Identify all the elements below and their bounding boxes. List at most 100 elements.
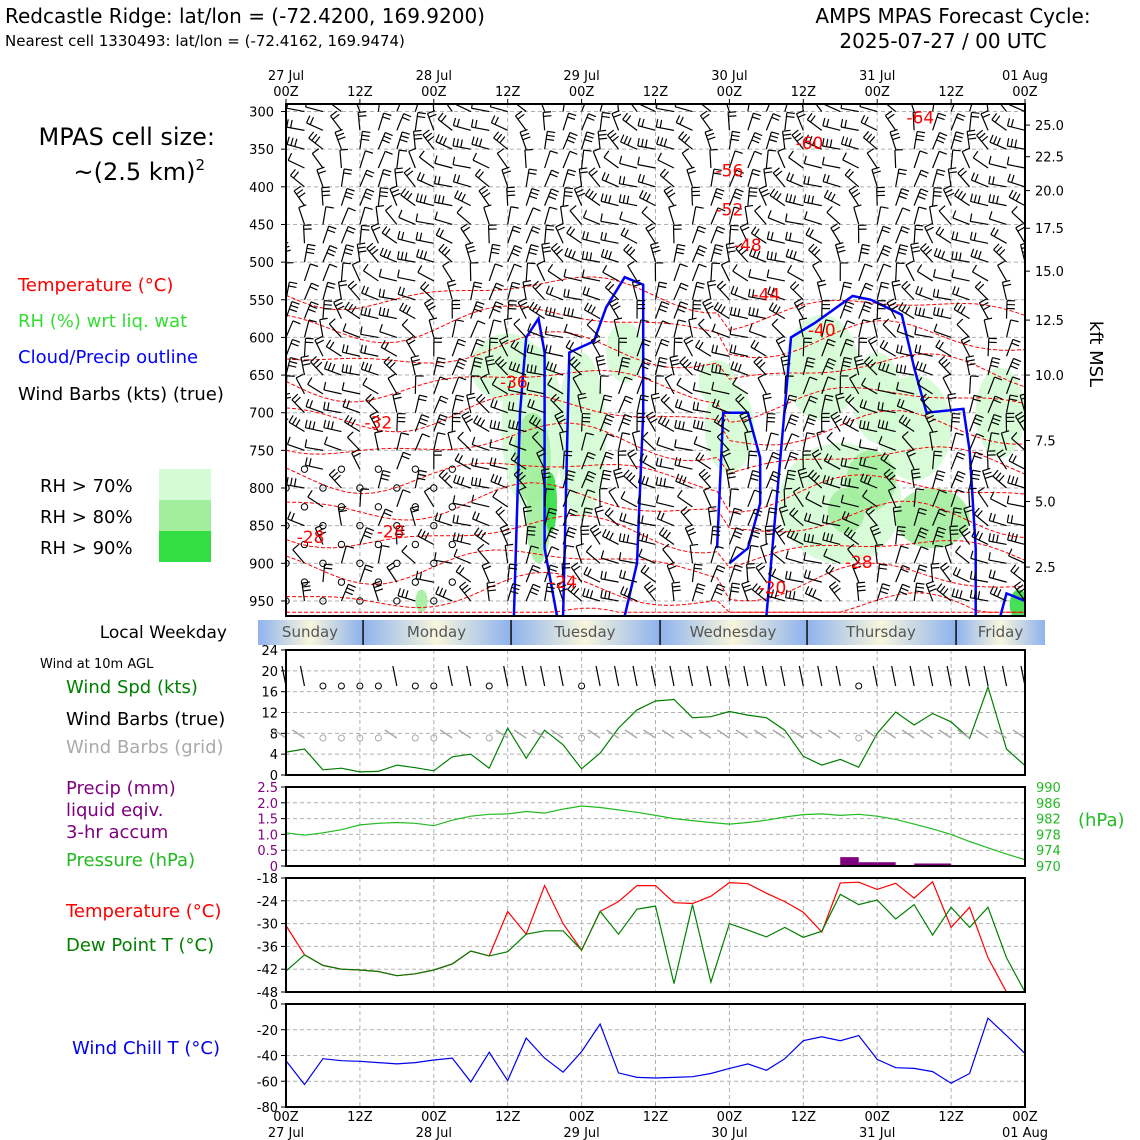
barb-flag: [917, 130, 926, 134]
barb-flag: [345, 191, 354, 196]
barb-flag: [804, 585, 810, 594]
barb-flag: [900, 399, 905, 408]
barb-flag: [328, 248, 336, 253]
barb-flag: [1010, 476, 1015, 485]
barb-flag: [452, 532, 456, 541]
barb-staff: [379, 276, 397, 282]
barb-staff: [526, 351, 545, 357]
barb-flag: [908, 92, 916, 95]
barb-staff: [638, 104, 656, 113]
barb-flag: [437, 112, 444, 120]
barb-staff: [971, 179, 989, 188]
barb-flag: [419, 232, 423, 241]
barb-staff: [595, 357, 601, 376]
temperature-contour: [286, 571, 1025, 613]
barb-staff: [601, 557, 619, 564]
barb-flag: [277, 194, 280, 201]
barb-flag: [361, 228, 370, 231]
barb-staff: [933, 314, 952, 320]
barb-flag: [529, 301, 535, 310]
barb-flag: [329, 341, 335, 349]
barb-flag: [991, 113, 998, 121]
barb-staff: [585, 194, 601, 207]
barb-flag: [542, 246, 551, 249]
barb-flag: [296, 189, 304, 195]
barb-staff: [564, 331, 582, 338]
barb-flag: [729, 326, 733, 335]
barb-staff: [728, 546, 737, 564]
barb-flag: [494, 286, 503, 291]
barb-flag: [933, 195, 942, 197]
bottom-date-label: 01 Aug: [1002, 1126, 1048, 1140]
barb-flag: [568, 249, 573, 258]
barb-staff: [686, 169, 694, 188]
barb-flag: [361, 488, 370, 490]
barb-staff: [974, 286, 989, 301]
barb-staff: [772, 172, 786, 188]
barb-flag: [988, 533, 991, 542]
barb-flag: [414, 137, 423, 140]
barb-flag: [382, 469, 391, 474]
barb-flag: [590, 170, 598, 177]
barb-flag: [1015, 223, 1023, 229]
barb-staff: [417, 535, 435, 546]
barb-flag: [948, 396, 957, 400]
barb-flag: [400, 432, 410, 436]
barb-staff: [545, 351, 564, 357]
barb-flag: [586, 474, 595, 479]
barb-flag: [569, 131, 578, 137]
barb-flag: [611, 135, 620, 142]
barb-flag: [493, 458, 497, 467]
barb-staff: [303, 338, 307, 357]
barb-flag: [891, 279, 900, 283]
barb-flag: [785, 248, 790, 257]
barb-flag: [890, 305, 899, 311]
barb-staff: [797, 470, 804, 489]
barb-flag: [289, 281, 298, 285]
barb-staff: [988, 559, 1007, 564]
barb-staff: [398, 216, 416, 226]
calm-circle: [337, 578, 346, 586]
barb-staff: [396, 489, 404, 508]
barb-flag: [365, 564, 374, 569]
barb-staff: [451, 376, 460, 395]
barb-staff: [691, 300, 694, 319]
barb-flag: [582, 588, 586, 597]
barb-staff: [824, 460, 841, 470]
barb-flag: [327, 94, 332, 100]
barb-flag: [447, 430, 456, 434]
barb-staff: [747, 151, 756, 169]
barb-flag: [939, 150, 947, 155]
barb-flag: [797, 467, 806, 472]
cell-size-sup: 2: [195, 156, 205, 174]
barb-staff: [562, 545, 567, 564]
barb-flag: [939, 489, 947, 494]
barb-flag: [1012, 338, 1021, 343]
barb-staff: [802, 338, 805, 357]
barb-staff: [891, 282, 897, 300]
barb-flag: [976, 433, 985, 438]
barb-flag: [790, 451, 799, 456]
barb-flag: [1009, 398, 1018, 402]
barb-flag: [675, 473, 680, 482]
barb-flag: [783, 133, 792, 136]
barb-flag: [992, 513, 996, 522]
barb-flag: [770, 135, 779, 139]
top-date-label: 31 Jul: [859, 69, 895, 84]
barb-flag: [947, 392, 956, 396]
barb-flag: [733, 206, 743, 210]
barb-flag: [564, 195, 573, 198]
barb-staff: [793, 302, 804, 319]
barb-staff: [578, 168, 583, 187]
barb-flag: [723, 452, 731, 458]
barb-flag: [457, 361, 466, 366]
wind-barb-true: [521, 665, 527, 687]
barb-flag: [592, 339, 601, 345]
barb-flag: [328, 468, 336, 476]
barb-flag: [401, 545, 408, 552]
barb-flag: [401, 116, 410, 121]
barb-flag: [571, 250, 576, 259]
title-right-2: 2025-07-27 / 00 UTC: [839, 29, 1046, 53]
barb-flag: [456, 515, 459, 524]
barb-flag: [490, 398, 494, 407]
